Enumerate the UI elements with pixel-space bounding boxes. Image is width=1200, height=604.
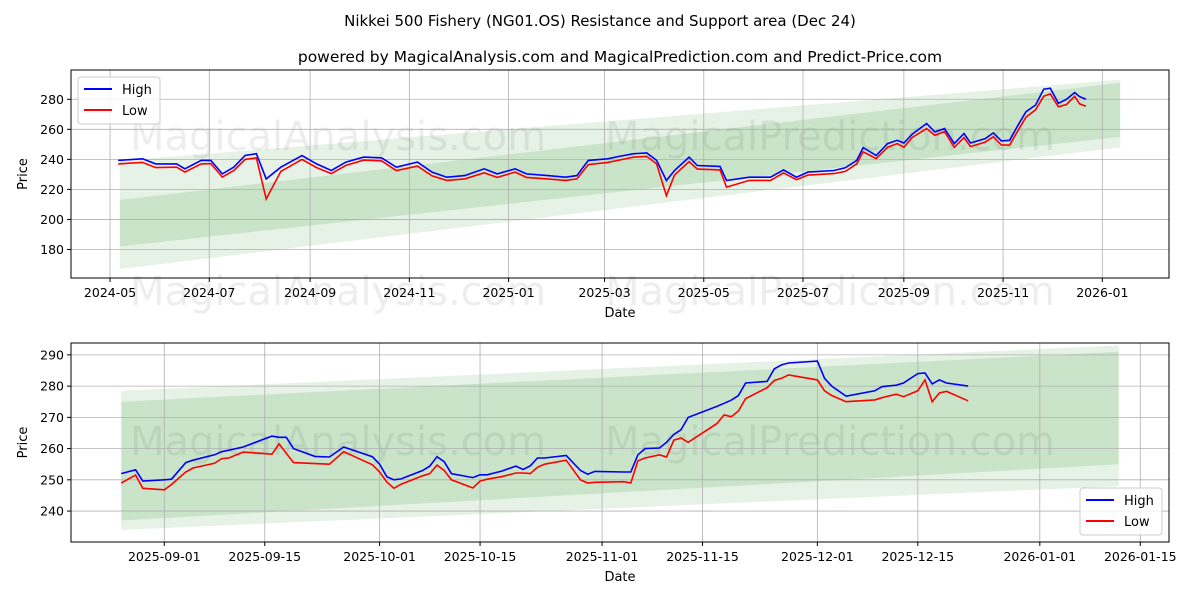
y-tick-label: 180 bbox=[40, 242, 64, 257]
y-tick-label: 290 bbox=[40, 347, 64, 362]
x-tick-label: 2025-10-15 bbox=[444, 549, 517, 564]
x-tick-label: 2025-10-01 bbox=[343, 549, 416, 564]
x-axis-label: Date bbox=[604, 306, 635, 321]
legend-label: Low bbox=[122, 104, 148, 119]
y-tick-label: 280 bbox=[40, 92, 64, 107]
resistance-support-inner-band bbox=[119, 82, 1121, 247]
high-series-line bbox=[118, 87, 1087, 182]
watermark-text: MagicalAnalysis.com bbox=[130, 114, 546, 160]
x-tick-label: 2025-09 bbox=[878, 285, 930, 300]
x-tick-label: 2025-05 bbox=[678, 285, 730, 300]
x-tick-label: 2024-09 bbox=[284, 285, 336, 300]
x-tick-label: 2024-07 bbox=[183, 285, 235, 300]
x-tick-label: 2026-01-15 bbox=[1104, 549, 1177, 564]
x-tick-label: 2024-11 bbox=[383, 285, 435, 300]
x-axis-label: Date bbox=[604, 570, 635, 585]
x-tick-label: 2025-09-15 bbox=[228, 549, 301, 564]
x-tick-label: 2025-03 bbox=[578, 285, 630, 300]
y-axis-label: Price bbox=[16, 158, 31, 190]
x-tick-label: 2025-11 bbox=[977, 285, 1029, 300]
y-tick-label: 260 bbox=[40, 122, 64, 137]
y-axis-label: Price bbox=[16, 427, 31, 459]
chart-subtitle: powered by MagicalAnalysis.com and Magic… bbox=[298, 48, 942, 66]
x-tick-label: 2025-11-01 bbox=[566, 549, 639, 564]
watermark-text: MagicalAnalysis.com bbox=[130, 269, 546, 315]
top-chart: MagicalAnalysis.com MagicalPrediction.com… bbox=[16, 69, 1170, 321]
low-series-line bbox=[118, 92, 1087, 202]
x-tick-label: 2026-01 bbox=[1076, 285, 1128, 300]
legend-label: High bbox=[1124, 494, 1154, 509]
y-tick-label: 260 bbox=[40, 441, 64, 456]
resistance-support-outer-band bbox=[119, 79, 1121, 269]
legend-label: High bbox=[122, 83, 152, 98]
x-tick-label: 2025-09-01 bbox=[128, 549, 201, 564]
y-tick-label: 280 bbox=[40, 379, 64, 394]
chart-title: Nikkei 500 Fishery (NG01.OS) Resistance … bbox=[344, 12, 856, 30]
watermark-text: MagicalPrediction.com bbox=[605, 114, 1055, 160]
y-tick-label: 220 bbox=[40, 182, 64, 197]
axes-frame bbox=[70, 69, 1170, 279]
legend-label: Low bbox=[1124, 515, 1150, 530]
resistance-support-inner-band bbox=[121, 351, 1119, 521]
y-tick-label: 240 bbox=[40, 152, 64, 167]
x-tick-label: 2025-12-15 bbox=[881, 549, 954, 564]
y-tick-label: 240 bbox=[40, 504, 64, 519]
watermark-text: MagicalPrediction.com bbox=[605, 419, 1055, 465]
x-tick-label: 2025-01 bbox=[482, 285, 534, 300]
x-tick-label: 2024-05 bbox=[84, 285, 136, 300]
x-tick-label: 2025-07 bbox=[777, 285, 829, 300]
x-tick-label: 2026-01-01 bbox=[1003, 549, 1076, 564]
legend: High Low bbox=[77, 76, 161, 125]
high-series-line bbox=[120, 360, 969, 482]
low-series-line bbox=[120, 374, 969, 491]
y-tick-label: 250 bbox=[40, 472, 64, 487]
watermark-text: MagicalPrediction.com bbox=[605, 269, 1055, 315]
axes-frame bbox=[70, 342, 1170, 543]
legend: High Low bbox=[1079, 487, 1163, 536]
bottom-chart: MagicalAnalysis.com MagicalPrediction.com… bbox=[16, 342, 1177, 585]
x-tick-label: 2025-11-15 bbox=[666, 549, 739, 564]
x-tick-label: 2025-12-01 bbox=[781, 549, 854, 564]
y-tick-label: 270 bbox=[40, 410, 64, 425]
y-tick-label: 200 bbox=[40, 212, 64, 227]
